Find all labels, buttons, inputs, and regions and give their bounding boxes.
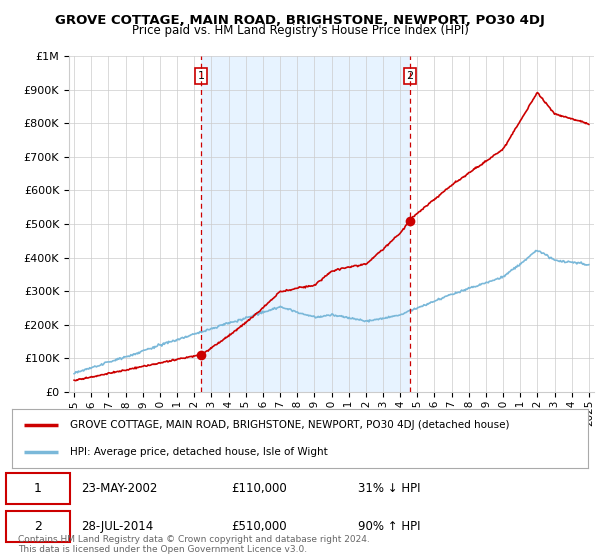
Text: 1: 1 [197, 71, 205, 81]
Text: 1: 1 [34, 482, 42, 495]
Text: GROVE COTTAGE, MAIN ROAD, BRIGHSTONE, NEWPORT, PO30 4DJ (detached house): GROVE COTTAGE, MAIN ROAD, BRIGHSTONE, NE… [70, 419, 509, 430]
Text: 31% ↓ HPI: 31% ↓ HPI [358, 482, 420, 495]
Text: Contains HM Land Registry data © Crown copyright and database right 2024.
This d: Contains HM Land Registry data © Crown c… [18, 535, 370, 554]
Text: 90% ↑ HPI: 90% ↑ HPI [358, 520, 420, 533]
Text: HPI: Average price, detached house, Isle of Wight: HPI: Average price, detached house, Isle… [70, 447, 328, 457]
Text: Price paid vs. HM Land Registry's House Price Index (HPI): Price paid vs. HM Land Registry's House … [131, 24, 469, 37]
Text: £510,000: £510,000 [231, 520, 287, 533]
Text: 23-MAY-2002: 23-MAY-2002 [81, 482, 157, 495]
Text: 28-JUL-2014: 28-JUL-2014 [81, 520, 154, 533]
FancyBboxPatch shape [6, 511, 70, 542]
FancyBboxPatch shape [6, 473, 70, 504]
Text: 2: 2 [34, 520, 42, 533]
Text: 2: 2 [406, 71, 413, 81]
Text: GROVE COTTAGE, MAIN ROAD, BRIGHSTONE, NEWPORT, PO30 4DJ: GROVE COTTAGE, MAIN ROAD, BRIGHSTONE, NE… [55, 14, 545, 27]
Bar [201, 56, 410, 392]
Text: £110,000: £110,000 [231, 482, 287, 495]
